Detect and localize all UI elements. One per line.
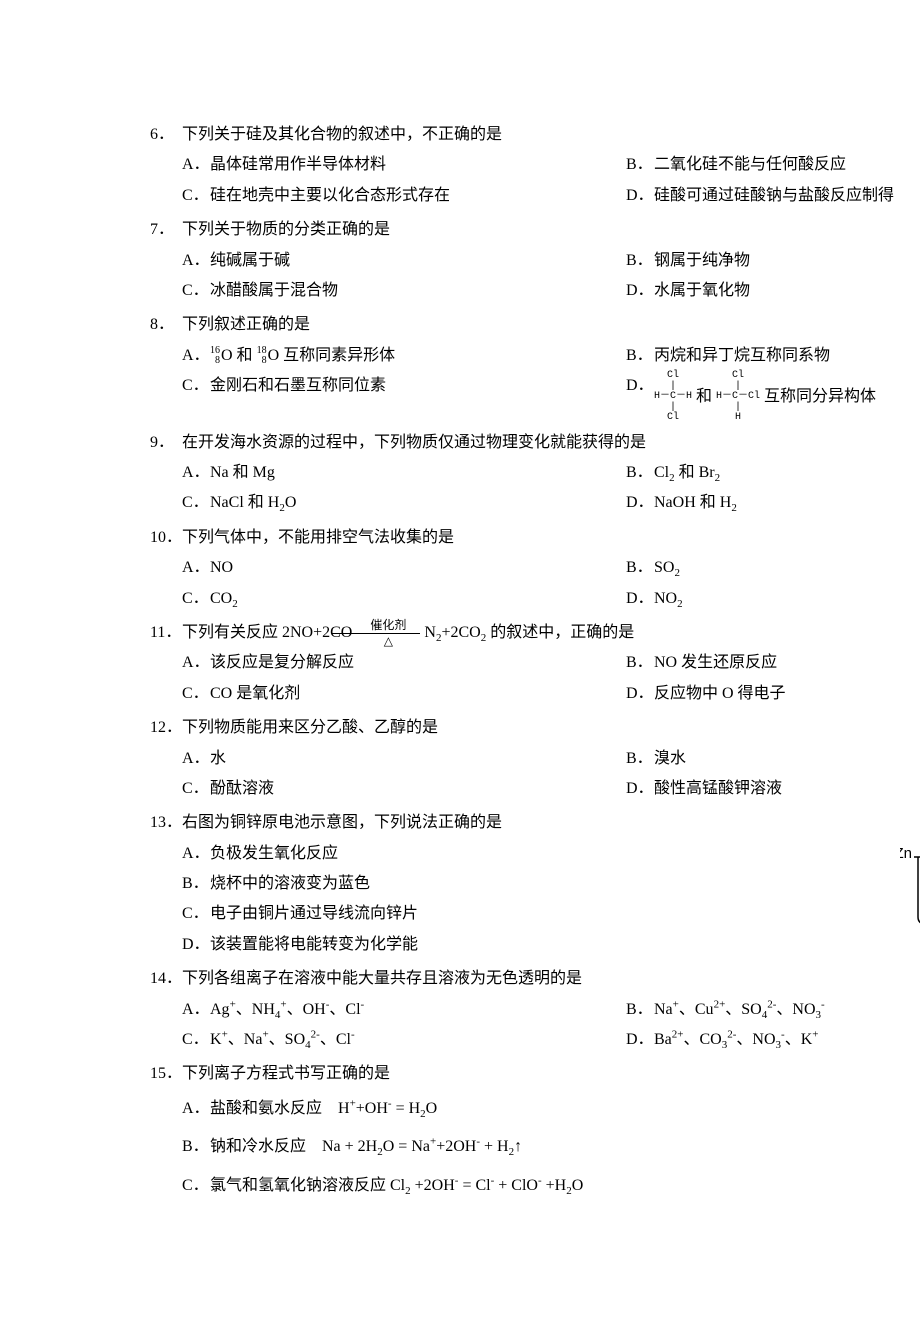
option-d: D．该装置能将电能转变为化学能: [182, 930, 892, 960]
option-a: A．Na 和 Mg: [182, 458, 626, 488]
question-number: 12．: [150, 713, 182, 743]
option-c: C．冰醋酸属于混合物: [182, 276, 626, 306]
question-number: 15．: [150, 1059, 182, 1089]
option-b: B．丙烷和异丁烷互称同系物: [626, 341, 920, 371]
question-stem: 下列关于物质的分类正确的是: [182, 215, 390, 245]
question-number: 9．: [150, 428, 182, 458]
option-a: A．纯碱属于碱: [182, 246, 626, 276]
options: A．水 B．溴水 C．酚酞溶液 D．酸性高锰酸钾溶液: [150, 744, 920, 805]
option-d: D．NaOH 和 H2: [626, 488, 920, 518]
option-c: C．电子由铜片通过导线流向锌片: [182, 899, 892, 929]
question-number: 13．: [150, 808, 182, 838]
question-stem: 下列离子方程式书写正确的是: [182, 1059, 390, 1089]
battery-diagram: A Zn Cu: [900, 802, 920, 943]
options: A．168O 和 188O 互称同素异形体 B．丙烷和异丁烷互称同系物 C．金刚…: [150, 341, 920, 424]
option-b: B．NO 发生还原反应: [626, 648, 920, 678]
question-stem: 下列各组离子在溶液中能大量共存且溶液为无色透明的是: [182, 964, 582, 994]
question-7: 7． 下列关于物质的分类正确的是 A．纯碱属于碱 B．钢属于纯净物 C．冰醋酸属…: [150, 215, 920, 306]
option-a: A．168O 和 188O 互称同素异形体: [182, 341, 626, 371]
question-stem: 下列有关反应 2NO+2CO 催化剂△ N2+2CO2 的叙述中，正确的是: [182, 618, 634, 648]
options: A．盐酸和氨水反应 H++OH- = H2O B．钠和冷水反应 Na + 2H2…: [150, 1090, 920, 1205]
option-b: B．烧杯中的溶液变为蓝色: [182, 869, 892, 899]
question-10: 10． 下列气体中，不能用排空气法收集的是 A．NO B．SO2 C．CO2 D…: [150, 523, 920, 614]
option-d: D．反应物中 O 得电子: [626, 679, 920, 709]
question-stem: 在开发海水资源的过程中，下列物质仅通过物理变化就能获得的是: [182, 428, 646, 458]
option-d: D．NO2: [626, 584, 920, 614]
option-d: D．硅酸可通过硅酸钠与盐酸反应制得: [626, 181, 920, 211]
options: A．纯碱属于碱 B．钢属于纯净物 C．冰醋酸属于混合物 D．水属于氧化物: [150, 246, 920, 307]
question-stem: 下列气体中，不能用排空气法收集的是: [182, 523, 454, 553]
option-b: B．Cl2 和 Br2: [626, 458, 920, 488]
question-stem: 下列叙述正确的是: [182, 310, 310, 340]
option-a: A．Ag+、NH4+、OH-、Cl-: [182, 995, 626, 1025]
question-12: 12． 下列物质能用来区分乙酸、乙醇的是 A．水 B．溴水 C．酚酞溶液 D．酸…: [150, 713, 920, 804]
question-number: 11．: [150, 618, 182, 648]
question-stem: 右图为铜锌原电池示意图，下列说法正确的是: [182, 808, 502, 838]
option-c: C．硅在地壳中主要以化合态形式存在: [182, 181, 626, 211]
option-b: B．钢属于纯净物: [626, 246, 920, 276]
option-c: C．NaCl 和 H2O: [182, 488, 626, 518]
question-number: 14．: [150, 964, 182, 994]
options: A．该反应是复分解反应 B．NO 发生还原反应 C．CO 是氧化剂 D．反应物中…: [150, 648, 920, 709]
question-number: 6．: [150, 120, 182, 150]
option-a: A．负极发生氧化反应: [182, 839, 892, 869]
option-c: C．CO 是氧化剂: [182, 679, 626, 709]
option-d: D．酸性高锰酸钾溶液: [626, 774, 920, 804]
options: A．Ag+、NH4+、OH-、Cl- B．Na+、Cu2+、SO42-、NO3-…: [150, 995, 920, 1056]
option-a: A．NO: [182, 553, 626, 583]
option-b: B．溴水: [626, 744, 920, 774]
question-number: 10．: [150, 523, 182, 553]
question-11: 11． 下列有关反应 2NO+2CO 催化剂△ N2+2CO2 的叙述中，正确的…: [150, 618, 920, 709]
option-b: B．SO2: [626, 553, 920, 583]
question-9: 9． 在开发海水资源的过程中，下列物质仅通过物理变化就能获得的是 A．Na 和 …: [150, 428, 920, 519]
option-c: C．酚酞溶液: [182, 774, 626, 804]
option-b: B．二氧化硅不能与任何酸反应: [626, 150, 920, 180]
option-d: D．Cl|H－C－H|Cl和Cl|H－C－Cl|H 互称同分异构体: [626, 371, 920, 424]
option-c: C．氯气和氢氧化钠溶液反应 Cl2 +2OH- = Cl- + ClO- +H2…: [182, 1167, 920, 1205]
question-14: 14． 下列各组离子在溶液中能大量共存且溶液为无色透明的是 A．Ag+、NH4+…: [150, 964, 920, 1055]
option-a: A．水: [182, 744, 626, 774]
question-stem: 下列关于硅及其化合物的叙述中，不正确的是: [182, 120, 502, 150]
option-a: A．该反应是复分解反应: [182, 648, 626, 678]
question-number: 8．: [150, 310, 182, 340]
question-stem: 下列物质能用来区分乙酸、乙醇的是: [182, 713, 438, 743]
question-6: 6． 下列关于硅及其化合物的叙述中，不正确的是 A．晶体硅常用作半导体材料 B．…: [150, 120, 920, 211]
option-b: B．钠和冷水反应 Na + 2H2O = Na++2OH- + H2↑: [182, 1128, 920, 1166]
question-13: A Zn Cu: [150, 808, 920, 960]
option-c: C．金刚石和石墨互称同位素: [182, 371, 626, 424]
option-d: D．Ba2+、CO32-、NO3-、K+: [626, 1025, 920, 1055]
option-d: D．水属于氧化物: [626, 276, 920, 306]
options: A．晶体硅常用作半导体材料 B．二氧化硅不能与任何酸反应 C．硅在地壳中主要以化…: [150, 150, 920, 211]
option-a: A．盐酸和氨水反应 H++OH- = H2O: [182, 1090, 920, 1128]
option-c: C．CO2: [182, 584, 626, 614]
option-c: C．K+、Na+、SO42-、Cl-: [182, 1025, 626, 1055]
question-number: 7．: [150, 215, 182, 245]
options: A．负极发生氧化反应 B．烧杯中的溶液变为蓝色 C．电子由铜片通过导线流向锌片 …: [150, 839, 920, 961]
question-8: 8． 下列叙述正确的是 A．168O 和 188O 互称同素异形体 B．丙烷和异…: [150, 310, 920, 423]
question-15: 15． 下列离子方程式书写正确的是 A．盐酸和氨水反应 H++OH- = H2O…: [150, 1059, 920, 1205]
option-a: A．晶体硅常用作半导体材料: [182, 150, 626, 180]
option-b: B．Na+、Cu2+、SO42-、NO3-: [626, 995, 920, 1025]
zn-label: Zn: [900, 845, 912, 862]
options: A．NO B．SO2 C．CO2 D．NO2: [150, 553, 920, 614]
options: A．Na 和 Mg B．Cl2 和 Br2 C．NaCl 和 H2O D．NaO…: [150, 458, 920, 519]
